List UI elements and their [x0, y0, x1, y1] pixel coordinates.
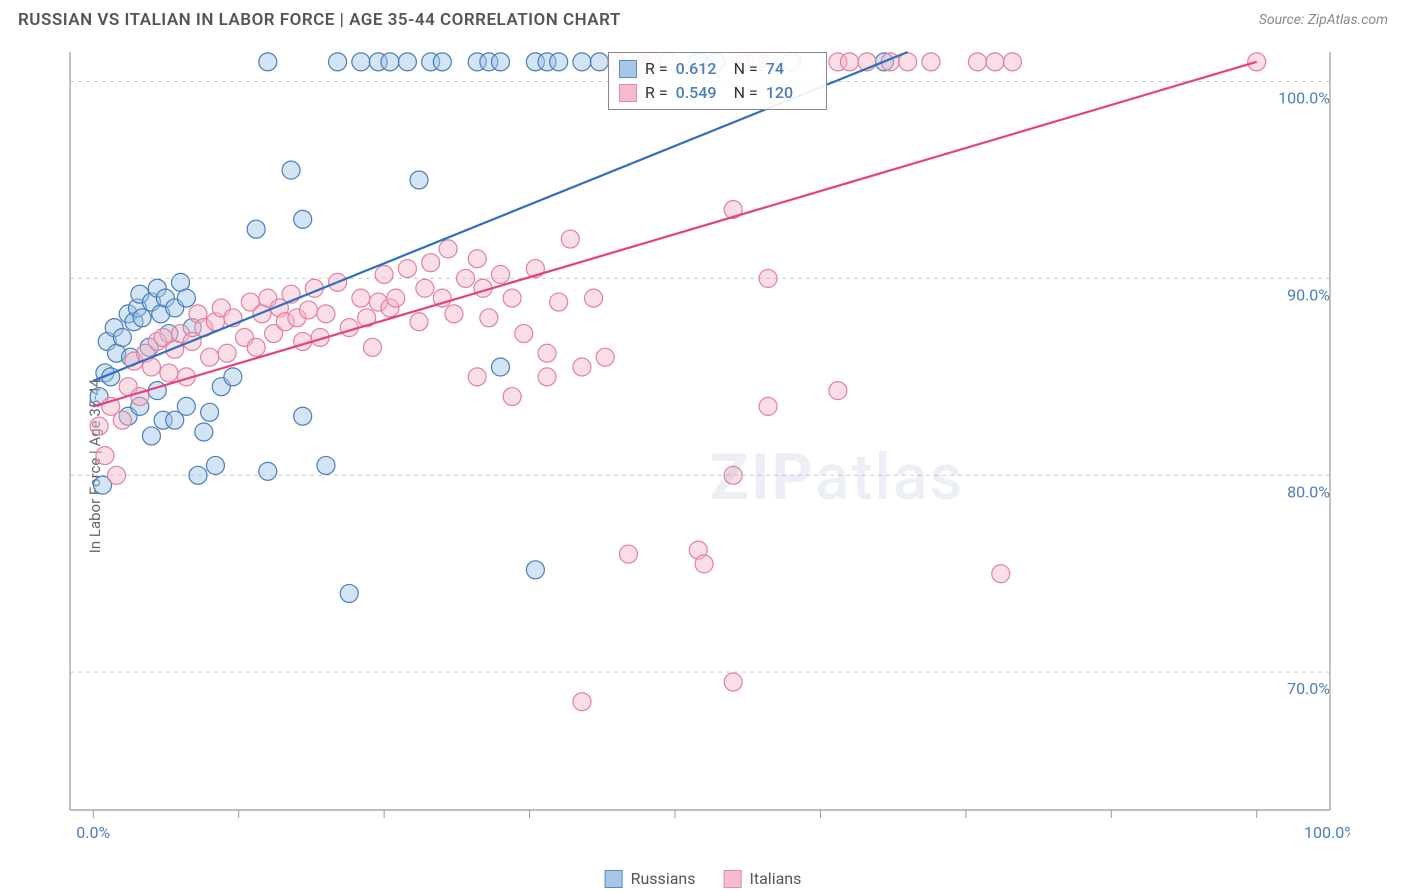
legend-swatch-italians	[724, 870, 742, 888]
stat-r-italians: 0.549	[676, 81, 726, 105]
swatch-italians	[619, 84, 637, 102]
header: RUSSIAN VS ITALIAN IN LABOR FORCE | AGE …	[0, 0, 1406, 36]
legend-item-russians: Russians	[605, 869, 696, 888]
stat-r-russians: 0.612	[676, 57, 726, 81]
stat-n-italians: 120	[766, 81, 816, 105]
source-attribution: Source: ZipAtlas.com	[1259, 12, 1388, 28]
legend: Russians Italians	[605, 869, 802, 888]
stats-row-italians: R = 0.549 N = 120	[619, 81, 816, 105]
stats-row-russians: R = 0.612 N = 74	[619, 57, 816, 81]
swatch-russians	[619, 60, 637, 78]
legend-item-italians: Italians	[724, 869, 802, 888]
stat-n-russians: 74	[766, 57, 816, 81]
legend-swatch-russians	[605, 870, 623, 888]
stats-box: R = 0.612 N = 74 R = 0.549 N = 120	[608, 52, 827, 110]
chart-container: In Labor Force | Age 35-44 70.0%80.0%90.…	[0, 40, 1406, 892]
svg-text:80.0%: 80.0%	[1287, 482, 1330, 501]
svg-text:100.0%: 100.0%	[1278, 89, 1330, 108]
svg-text:70.0%: 70.0%	[1287, 679, 1330, 698]
chart-title: RUSSIAN VS ITALIAN IN LABOR FORCE | AGE …	[18, 10, 621, 30]
svg-text:90.0%: 90.0%	[1287, 285, 1330, 304]
scatter-plot: 70.0% 80.0% 90.0% 100.0% 0.0% 100.0%	[50, 40, 1350, 850]
svg-text:100.0%: 100.0%	[1304, 823, 1350, 842]
svg-text:0.0%: 0.0%	[76, 823, 110, 842]
